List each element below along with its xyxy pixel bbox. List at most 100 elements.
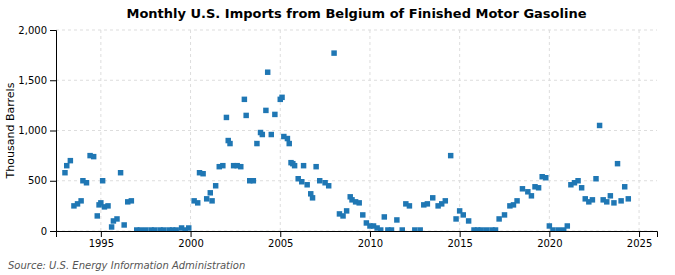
point <box>502 212 507 217</box>
point <box>195 200 200 205</box>
point <box>382 214 387 219</box>
tick-mark <box>50 30 56 31</box>
point <box>417 227 422 231</box>
point <box>62 170 67 175</box>
tick-label: 2,000 <box>18 25 47 36</box>
point <box>260 132 265 137</box>
point <box>242 97 247 102</box>
point <box>448 153 453 158</box>
point <box>575 178 580 183</box>
point <box>579 185 584 190</box>
point <box>299 179 304 184</box>
point <box>265 69 270 74</box>
tick: 1,500 <box>18 75 56 86</box>
tick: 2020 <box>537 231 562 249</box>
plot-area: 1995 2000 2005 2010 2015 2020 2025 0 500 1,000 1,5… <box>18 25 657 249</box>
point <box>238 164 243 169</box>
point <box>204 196 209 201</box>
tick-label: 0 <box>41 226 47 237</box>
point <box>121 222 126 227</box>
point <box>100 178 105 183</box>
point <box>263 108 268 113</box>
point <box>200 171 205 176</box>
tick-mark <box>50 80 56 81</box>
tick-mark <box>639 231 640 237</box>
point <box>604 199 609 204</box>
point <box>529 193 534 198</box>
grid <box>56 30 657 231</box>
point <box>593 176 598 181</box>
grid-line <box>56 80 657 81</box>
point <box>412 227 417 231</box>
point <box>68 158 73 163</box>
point <box>64 163 69 168</box>
point <box>91 154 96 159</box>
tick: 1,000 <box>18 125 56 136</box>
point <box>301 163 306 168</box>
point <box>565 223 570 228</box>
point <box>514 198 519 203</box>
point <box>243 113 248 118</box>
tick: 1995 <box>89 231 114 249</box>
point <box>394 217 399 222</box>
tick: 2025 <box>627 231 652 249</box>
point <box>105 203 110 208</box>
tick-label: 2000 <box>178 238 203 249</box>
point <box>208 190 213 195</box>
point <box>285 136 290 141</box>
point <box>227 141 232 146</box>
point <box>520 186 525 191</box>
point <box>461 212 466 217</box>
point <box>344 208 349 213</box>
grid-line <box>56 130 657 131</box>
tick-mark <box>280 231 281 237</box>
tick-label: 2005 <box>268 238 293 249</box>
point <box>186 225 191 230</box>
y-axis-title: Thousand Barrels <box>4 82 17 179</box>
tick-mark <box>50 131 56 132</box>
point <box>224 115 229 120</box>
tick-label: 2015 <box>447 238 472 249</box>
point <box>389 227 394 231</box>
tick: 500 <box>28 175 56 186</box>
point <box>340 213 345 218</box>
point <box>590 197 595 202</box>
tick-label: 2010 <box>358 238 383 249</box>
tick: 2010 <box>358 231 383 249</box>
point <box>608 193 613 198</box>
point <box>118 170 123 175</box>
point <box>114 216 119 221</box>
point <box>618 198 623 203</box>
point <box>143 227 148 231</box>
point <box>286 141 291 146</box>
tick-mark <box>460 231 461 237</box>
point <box>360 212 365 217</box>
tick-label: 2025 <box>627 238 652 249</box>
point <box>400 227 405 231</box>
tick-label: 2020 <box>537 238 562 249</box>
point <box>543 175 548 180</box>
point <box>493 227 498 231</box>
point <box>484 227 489 231</box>
point <box>326 183 331 188</box>
point <box>95 213 100 218</box>
point <box>478 227 483 231</box>
tick-label: 500 <box>28 175 47 186</box>
point <box>272 112 277 117</box>
tick: 2,000 <box>18 25 56 36</box>
grid-line <box>56 30 657 31</box>
tick-mark <box>549 231 550 237</box>
point <box>310 195 315 200</box>
axis-line <box>50 31 57 232</box>
point <box>453 216 458 221</box>
axis-line <box>57 232 658 238</box>
point <box>304 182 309 187</box>
point <box>78 198 83 203</box>
point <box>279 95 284 100</box>
point <box>430 195 435 200</box>
point <box>220 163 225 168</box>
point <box>209 198 214 203</box>
point <box>597 123 602 128</box>
point <box>84 180 89 185</box>
point <box>556 227 561 231</box>
